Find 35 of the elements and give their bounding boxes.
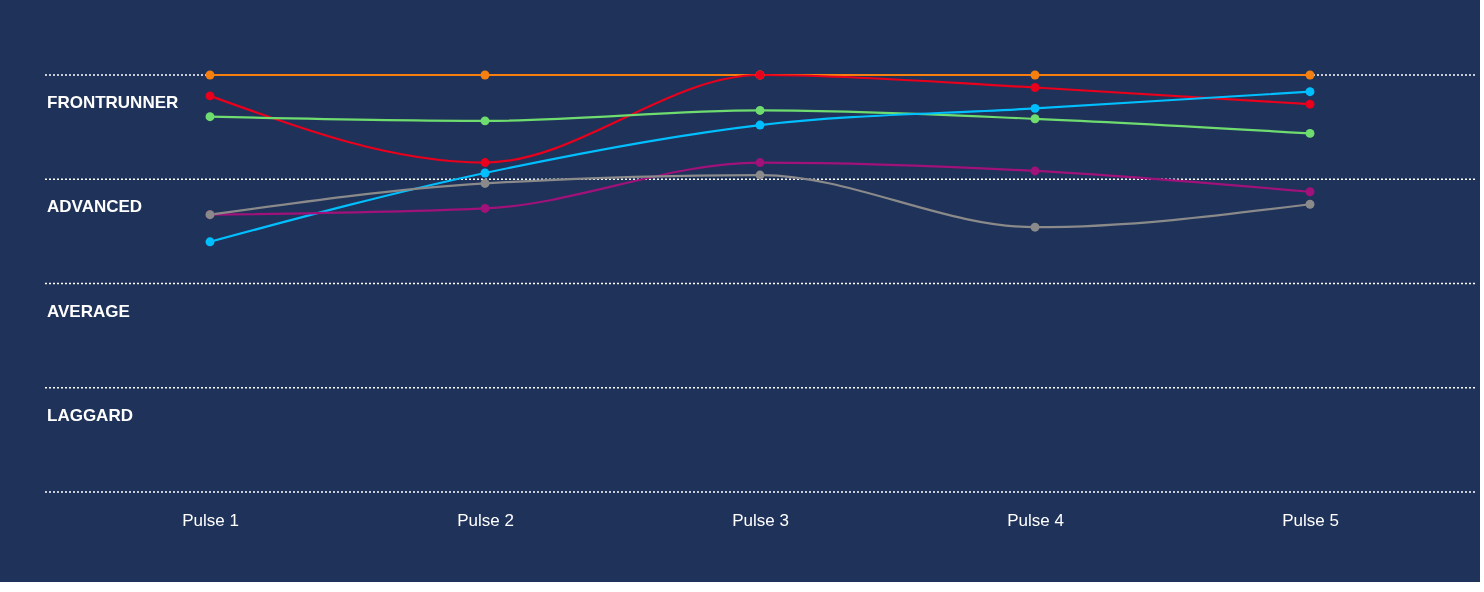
point	[1305, 99, 1315, 109]
x-tick-label: Pulse 1	[182, 510, 239, 530]
point	[1305, 128, 1315, 138]
point	[755, 158, 765, 168]
point	[480, 203, 490, 213]
ref-line-label: ADVANCED	[47, 197, 143, 217]
point	[1305, 70, 1315, 80]
point	[480, 70, 490, 80]
x-tick-label: Pulse 2	[457, 510, 514, 530]
point	[1305, 87, 1315, 97]
point	[205, 112, 215, 122]
point	[755, 105, 765, 115]
x-tick-label: Pulse 5	[1282, 510, 1339, 530]
x-tick-label: Pulse 4	[1007, 510, 1064, 530]
x-tick-label: Pulse 3	[732, 510, 789, 530]
point	[755, 120, 765, 130]
point	[480, 116, 490, 126]
point	[1030, 222, 1040, 232]
point	[1305, 199, 1315, 209]
ref-line-label: LAGGARD	[47, 405, 133, 425]
point	[1030, 103, 1040, 113]
point	[755, 170, 765, 180]
point	[1030, 70, 1040, 80]
point	[205, 70, 215, 80]
point	[1030, 83, 1040, 92]
point	[205, 91, 215, 101]
point	[480, 168, 490, 178]
point	[480, 178, 490, 188]
ref-line-label: AVERAGE	[47, 301, 130, 321]
ref-line-label: FRONTRUNNER	[47, 93, 179, 112]
point	[480, 158, 490, 168]
point	[1030, 166, 1040, 176]
point	[1030, 114, 1040, 124]
point	[205, 237, 215, 247]
point	[1305, 187, 1315, 197]
